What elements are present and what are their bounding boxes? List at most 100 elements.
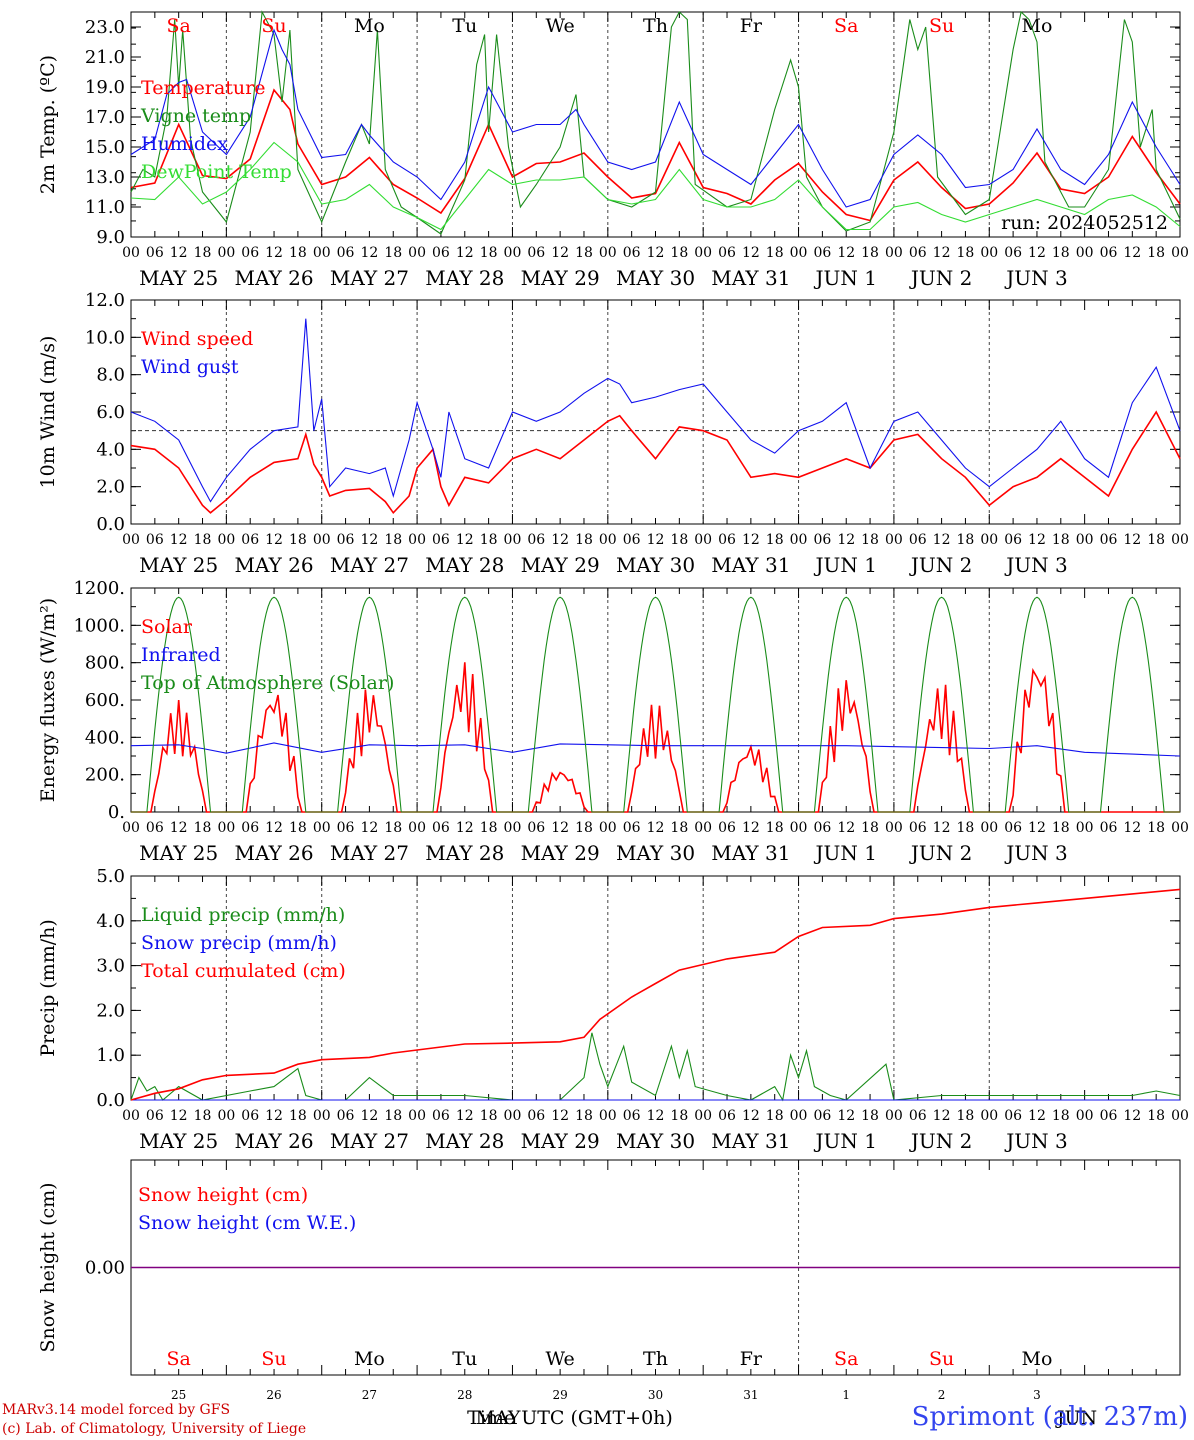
date-label: MAY 30 bbox=[616, 841, 695, 865]
hour-label: 18 bbox=[766, 820, 784, 836]
date-label: JUN 1 bbox=[813, 841, 876, 865]
hour-label: 00 bbox=[313, 245, 331, 261]
hour-label: 18 bbox=[861, 820, 879, 836]
x-axis-label: Time UTC (GMT+0h) bbox=[467, 1407, 673, 1429]
date-label: MAY 26 bbox=[234, 1129, 313, 1153]
hour-label: 12 bbox=[170, 245, 188, 261]
hour-label: 06 bbox=[432, 820, 450, 836]
day-number: 29 bbox=[552, 1388, 567, 1402]
date-label: MAY 28 bbox=[425, 841, 504, 865]
weekday-label: Tu bbox=[452, 1348, 477, 1370]
hour-label: 00 bbox=[980, 532, 998, 548]
hour-label: 00 bbox=[1076, 245, 1094, 261]
hour-label: 12 bbox=[170, 820, 188, 836]
hour-label: 12 bbox=[360, 820, 378, 836]
hour-label: 06 bbox=[623, 820, 641, 836]
hour-label: 18 bbox=[384, 532, 402, 548]
y-tick-label: 4.0 bbox=[96, 439, 125, 460]
hour-label: 18 bbox=[480, 245, 498, 261]
y-tick-label: 12.0 bbox=[85, 290, 125, 311]
date-label: MAY 25 bbox=[139, 841, 218, 865]
hour-label: 12 bbox=[1028, 820, 1046, 836]
hour-label: 00 bbox=[885, 820, 903, 836]
hour-label: 12 bbox=[265, 820, 283, 836]
date-label: MAY 25 bbox=[139, 1129, 218, 1153]
hour-label: 06 bbox=[527, 820, 545, 836]
hour-label: 18 bbox=[384, 820, 402, 836]
date-label: MAY 29 bbox=[521, 1129, 600, 1153]
hour-label: 06 bbox=[909, 1108, 927, 1124]
hour-label: 00 bbox=[1076, 532, 1094, 548]
hour-label: 12 bbox=[837, 245, 855, 261]
date-label: MAY 27 bbox=[330, 553, 409, 577]
hour-label: 12 bbox=[742, 820, 760, 836]
day-number: 2 bbox=[938, 1388, 946, 1402]
hour-label: 00 bbox=[599, 820, 617, 836]
date-label: MAY 28 bbox=[425, 1129, 504, 1153]
date-label: MAY 30 bbox=[616, 266, 695, 290]
day-number: 25 bbox=[171, 1388, 186, 1402]
y-tick-label: 15.0 bbox=[85, 137, 125, 158]
hour-label: 18 bbox=[670, 820, 688, 836]
series-line bbox=[130, 1032, 1181, 1102]
hour-label: 18 bbox=[670, 532, 688, 548]
y-tick-label: 1.0 bbox=[96, 1045, 125, 1066]
y-tick-label: 8.0 bbox=[96, 365, 125, 386]
hour-label: 00 bbox=[1171, 820, 1189, 836]
hour-label: 00 bbox=[885, 1108, 903, 1124]
hour-label: 00 bbox=[217, 820, 235, 836]
hour-label: 06 bbox=[718, 820, 736, 836]
hour-label: 00 bbox=[1171, 1108, 1189, 1124]
hour-label: 00 bbox=[504, 245, 522, 261]
day-number: 30 bbox=[648, 1388, 663, 1402]
panel-frame bbox=[130, 299, 1181, 525]
hour-label: 12 bbox=[1028, 245, 1046, 261]
hour-label: 12 bbox=[1123, 1108, 1141, 1124]
hour-label: 18 bbox=[480, 820, 498, 836]
y-tick-label: 4.0 bbox=[96, 911, 125, 932]
hour-label: 18 bbox=[384, 1108, 402, 1124]
day-number: 1 bbox=[842, 1388, 850, 1402]
hour-label: 18 bbox=[575, 532, 593, 548]
hour-label: 06 bbox=[1100, 245, 1118, 261]
series-line bbox=[131, 596, 1180, 813]
date-label: MAY 31 bbox=[711, 841, 790, 865]
hour-label: 06 bbox=[337, 532, 355, 548]
date-label: JUN 3 bbox=[1004, 841, 1067, 865]
hour-label: 00 bbox=[599, 245, 617, 261]
hour-label: 00 bbox=[599, 1108, 617, 1124]
hour-label: 00 bbox=[504, 1108, 522, 1124]
y-tick-label: 0. bbox=[108, 802, 125, 823]
hour-label: 00 bbox=[313, 1108, 331, 1124]
hour-label: 00 bbox=[1076, 1108, 1094, 1124]
hour-label: 12 bbox=[1028, 532, 1046, 548]
hour-label: 18 bbox=[194, 820, 212, 836]
hour-label: 00 bbox=[599, 532, 617, 548]
hour-label: 12 bbox=[933, 820, 951, 836]
y-tick-label: 19.0 bbox=[85, 77, 125, 98]
hour-label: 12 bbox=[1123, 820, 1141, 836]
date-label: JUN 3 bbox=[1004, 1129, 1067, 1153]
hour-label: 06 bbox=[241, 820, 259, 836]
date-label: MAY 29 bbox=[521, 841, 600, 865]
hour-label: 12 bbox=[456, 245, 474, 261]
hour-label: 12 bbox=[837, 1108, 855, 1124]
series-line bbox=[130, 141, 1181, 231]
hour-label: 06 bbox=[718, 245, 736, 261]
hour-label: 12 bbox=[837, 820, 855, 836]
hour-label: 12 bbox=[933, 1108, 951, 1124]
hour-label: 06 bbox=[146, 532, 164, 548]
y-tick-label: 800. bbox=[85, 653, 125, 674]
legend-entry: Infrared bbox=[141, 644, 221, 666]
hour-label: 18 bbox=[289, 820, 307, 836]
series-line bbox=[130, 888, 1181, 1101]
hour-label: 12 bbox=[647, 1108, 665, 1124]
y-tick-label: 1200. bbox=[73, 578, 125, 599]
day-number: 28 bbox=[457, 1388, 472, 1402]
hour-label: 18 bbox=[861, 245, 879, 261]
weekday-label: We bbox=[546, 15, 575, 37]
date-label: MAY 28 bbox=[425, 266, 504, 290]
legend-entry: Total cumulated (cm) bbox=[141, 960, 346, 982]
series-line bbox=[130, 410, 1181, 515]
